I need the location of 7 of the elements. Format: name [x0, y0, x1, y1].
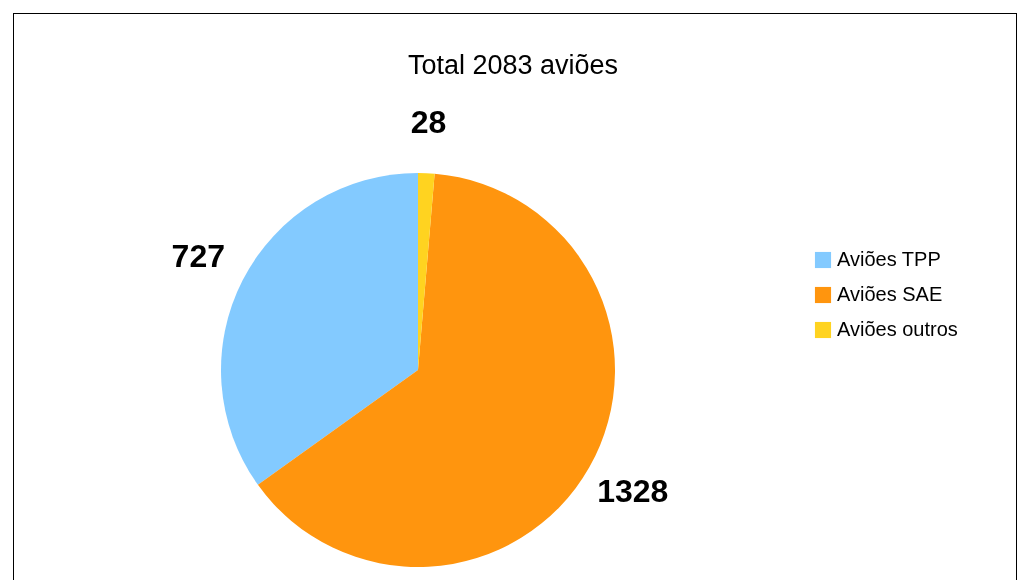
data-label: 28	[410, 104, 447, 141]
data-label: 1328	[597, 472, 669, 509]
legend-label: Aviões TPP	[837, 248, 941, 270]
chart-title: Total 2083 aviões	[407, 50, 619, 80]
data-label: 727	[171, 238, 225, 275]
legend-label: Aviões SAE	[837, 283, 943, 305]
legend-label: Aviões outros	[837, 318, 958, 340]
